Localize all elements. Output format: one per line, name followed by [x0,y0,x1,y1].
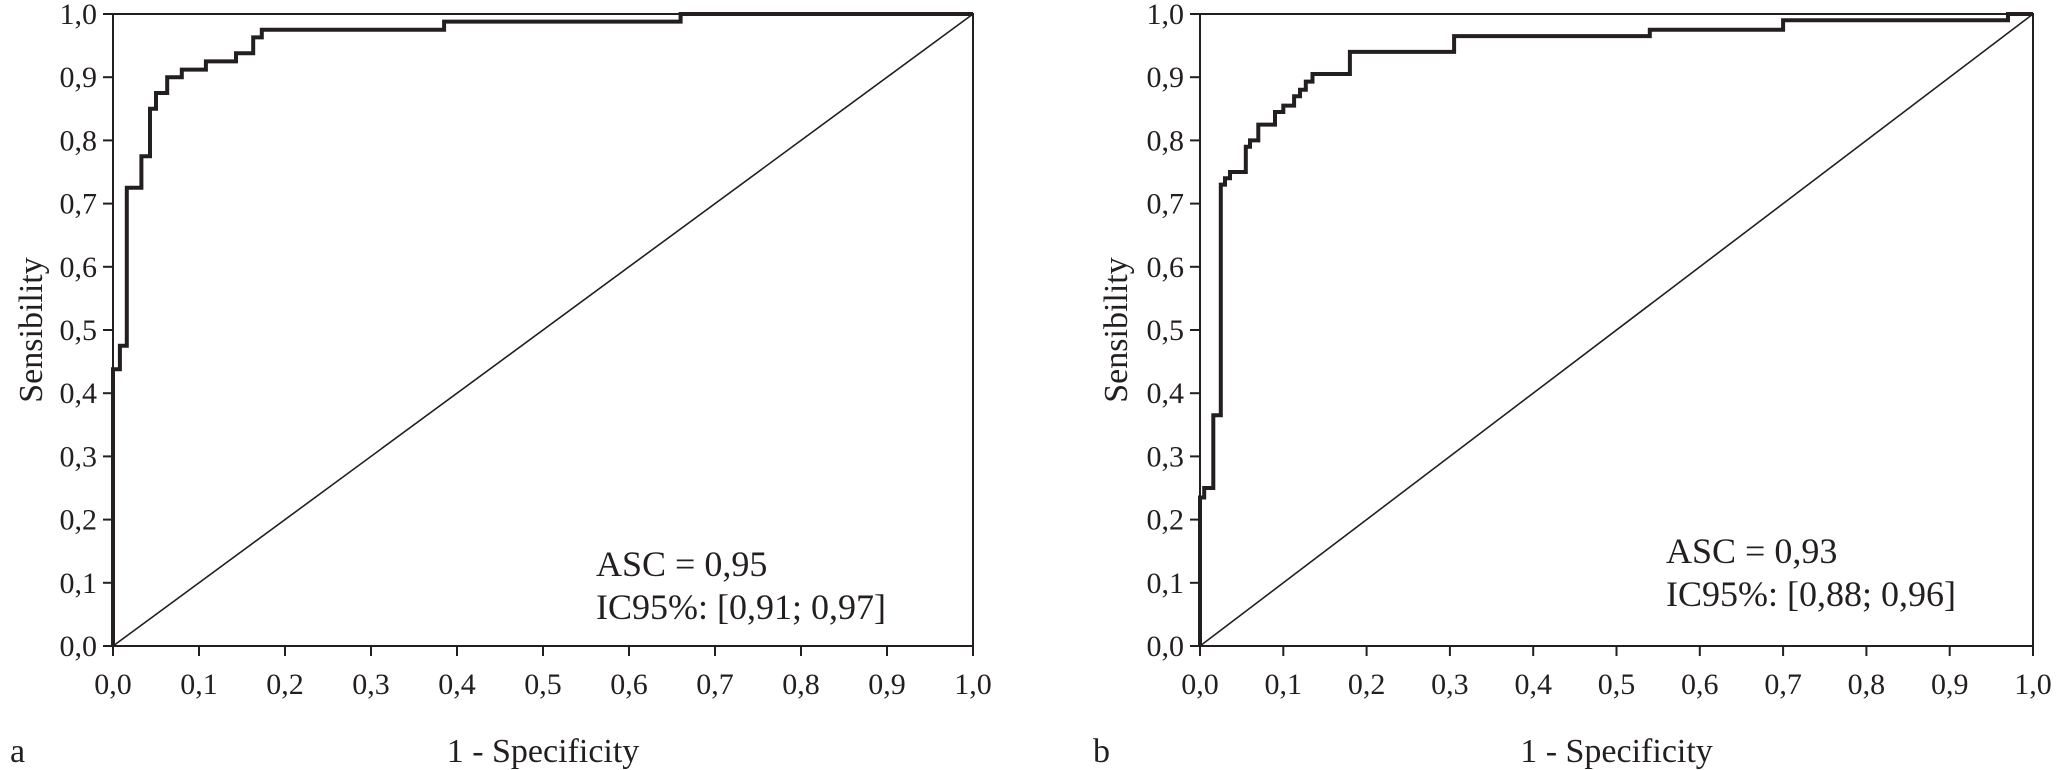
x-tick-label: 0,8 [782,668,820,701]
y-tick-label: 0,7 [1147,188,1185,221]
x-tick-label: 0,8 [1848,668,1886,701]
y-tick-label: 0,1 [1147,567,1185,600]
x-tick-label: 1,0 [2014,668,2052,701]
roc-curve [1198,12,2033,646]
roc-curve [111,12,973,646]
y-axis-title: Sensibility [1098,257,1135,402]
y-axis-title: Sensibility [13,257,50,402]
y-tick-label: 0,5 [1147,314,1185,347]
reference-diagonal [112,13,974,647]
y-tick-label: 0,2 [60,504,98,537]
panel-label: b [1093,733,1110,770]
y-tick-label: 0,1 [60,567,98,600]
x-tick-label: 1,0 [954,668,992,701]
roc-panel-b: 0,0 0,1 0,2 0,3 0,4 0,5 0,6 0,7 0,8 0,9 1,0 0,0 0,1 0… [1093,0,2052,770]
y-tick-label: 0,6 [60,251,98,284]
x-tick-label: 0,7 [696,668,734,701]
x-tick-label: 0,5 [1598,668,1636,701]
y-tick-label: 0,9 [60,61,98,94]
x-tick-label: 0,5 [524,668,562,701]
y-tick-label: 0,9 [1147,61,1185,94]
auc-annotation: ASC = 0,93 [1666,531,1837,571]
x-axis-title: 1 - Specificity [447,733,640,770]
y-tick-label: 1,0 [60,0,98,31]
y-tick-label: 0,4 [1147,377,1185,410]
x-tick-label: 0,2 [266,668,304,701]
auc-annotation: ASC = 0,95 [596,544,767,584]
y-tick-label: 0,4 [60,377,98,410]
x-tick-label: 0,6 [610,668,648,701]
ci-annotation: IC95%: [0,91; 0,97] [596,587,886,627]
y-tick-label: 0,7 [60,188,98,221]
ci-annotation: IC95%: [0,88; 0,96] [1666,574,1956,614]
panel-label: a [10,733,25,770]
roc-panel-a: 0,0 0,1 0,2 0,3 0,4 0,5 0,6 0,7 0,8 0,9 1,0 0,0 0,1 0… [10,0,992,770]
x-tick-label: 0,2 [1348,668,1386,701]
x-tick-label: 0,1 [180,668,218,701]
y-tick-label: 0,0 [60,630,98,663]
y-tick-label: 0,3 [1147,440,1185,473]
x-tick-label: 0,4 [1514,668,1552,701]
x-tick-label: 0,6 [1681,668,1719,701]
x-tick-label: 0,9 [868,668,906,701]
y-tick-label: 0,6 [1147,251,1185,284]
y-tick-label: 1,0 [1147,0,1185,31]
reference-diagonal [1199,13,2034,647]
x-tick-label: 0,9 [1931,668,1969,701]
x-tick-label: 0,3 [352,668,390,701]
y-tick-label: 0,5 [60,314,98,347]
x-tick-label: 0,1 [1265,668,1303,701]
x-tick-label: 0,4 [438,668,476,701]
x-tick-label: 0,0 [94,668,132,701]
x-axis-title: 1 - Specificity [1520,733,1713,770]
y-tick-label: 0,8 [60,124,98,157]
y-tick-label: 0,0 [1147,630,1185,663]
x-tick-label: 0,7 [1764,668,1802,701]
x-tick-label: 0,3 [1431,668,1469,701]
y-tick-label: 0,2 [1147,504,1185,537]
y-tick-label: 0,8 [1147,124,1185,157]
x-tick-label: 0,0 [1181,668,1219,701]
y-tick-label: 0,3 [60,440,98,473]
